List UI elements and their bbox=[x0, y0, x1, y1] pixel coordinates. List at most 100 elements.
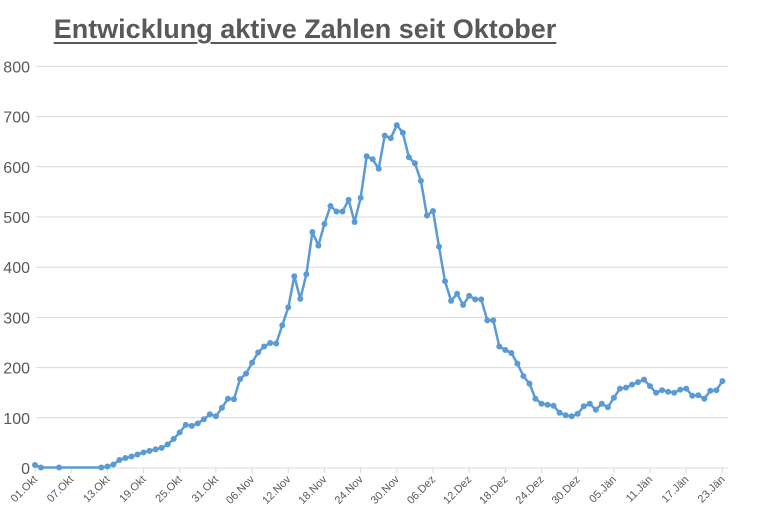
gridlines bbox=[36, 65, 728, 469]
data-point bbox=[291, 273, 298, 280]
data-point bbox=[635, 379, 641, 386]
data-point bbox=[170, 435, 177, 442]
data-point bbox=[327, 202, 334, 209]
data-point bbox=[586, 400, 593, 407]
data-point bbox=[249, 359, 256, 366]
data-series bbox=[32, 122, 726, 471]
data-point bbox=[707, 387, 714, 394]
data-point bbox=[622, 384, 629, 391]
data-point bbox=[369, 156, 376, 163]
data-point bbox=[357, 194, 364, 201]
data-point bbox=[701, 395, 708, 402]
data-point bbox=[532, 395, 539, 402]
data-point bbox=[423, 212, 430, 219]
data-point bbox=[375, 165, 382, 172]
data-point bbox=[490, 317, 497, 324]
data-point bbox=[345, 196, 352, 203]
data-point bbox=[671, 389, 678, 396]
data-point bbox=[520, 373, 527, 380]
data-point bbox=[110, 461, 117, 468]
data-point bbox=[32, 461, 38, 468]
data-point bbox=[405, 154, 412, 161]
x-tick-label: 01.Okt bbox=[9, 474, 40, 505]
x-tick-label: 06.Nov bbox=[224, 473, 257, 506]
data-point bbox=[713, 387, 720, 394]
data-point bbox=[647, 383, 654, 390]
x-tick-label: 17.Jän bbox=[660, 474, 692, 506]
data-point bbox=[448, 297, 455, 304]
x-tick-label: 06.Dez bbox=[405, 474, 438, 507]
y-tick-label: 200 bbox=[3, 361, 30, 378]
y-tick-label: 600 bbox=[3, 160, 30, 177]
data-point bbox=[598, 400, 605, 407]
x-tick-label: 24.Dez bbox=[514, 474, 547, 507]
data-point bbox=[683, 385, 690, 392]
data-point bbox=[351, 219, 358, 226]
data-point bbox=[218, 404, 225, 411]
data-point bbox=[628, 381, 635, 388]
data-point bbox=[98, 464, 105, 471]
x-tick-label: 24.Nov bbox=[333, 473, 366, 506]
data-point bbox=[243, 370, 250, 377]
x-tick-label: 12.Nov bbox=[260, 473, 293, 506]
x-tick-label: 13.Okt bbox=[81, 474, 112, 505]
x-tick-label: 19.Okt bbox=[117, 474, 148, 505]
data-point bbox=[206, 411, 213, 418]
x-tick-label: 07.Okt bbox=[45, 474, 76, 505]
data-point bbox=[261, 343, 268, 350]
data-point bbox=[303, 271, 310, 278]
data-point bbox=[574, 410, 581, 417]
data-point bbox=[212, 413, 219, 420]
data-point bbox=[104, 463, 111, 470]
x-tick-label: 30.Nov bbox=[369, 473, 402, 506]
data-point bbox=[333, 208, 340, 215]
data-point bbox=[309, 229, 316, 236]
y-axis-labels: 0 100 200 300 400 500 600 700 800 bbox=[3, 59, 30, 478]
data-point bbox=[610, 394, 617, 401]
data-point bbox=[550, 402, 557, 409]
data-point bbox=[514, 360, 521, 367]
data-point bbox=[230, 396, 237, 403]
x-axis-labels: 01.Okt 07.Okt 13.Okt 19.Okt 25.Okt 31.Okt 06.N… bbox=[9, 468, 728, 507]
data-point bbox=[719, 378, 726, 385]
data-point bbox=[641, 376, 648, 383]
data-point bbox=[466, 292, 473, 299]
data-point bbox=[194, 420, 201, 427]
data-point bbox=[411, 160, 418, 167]
x-tick-label: 18.Nov bbox=[296, 473, 329, 506]
data-point bbox=[460, 301, 467, 308]
data-point bbox=[134, 451, 141, 458]
data-point bbox=[508, 350, 515, 357]
data-point bbox=[146, 447, 153, 454]
data-point bbox=[182, 421, 189, 428]
data-point bbox=[454, 290, 461, 297]
data-point bbox=[659, 387, 666, 394]
series-line bbox=[34, 123, 724, 469]
data-point bbox=[128, 453, 135, 460]
data-point bbox=[484, 317, 491, 324]
x-tick-label: 12.Dez bbox=[441, 474, 474, 507]
data-point bbox=[562, 412, 569, 419]
data-point bbox=[665, 388, 672, 395]
x-tick-label: 31.Okt bbox=[190, 474, 221, 505]
x-tick-label: 11.Jän bbox=[624, 474, 655, 505]
data-point bbox=[689, 392, 696, 399]
data-point bbox=[116, 456, 123, 463]
data-point bbox=[188, 422, 195, 429]
data-point bbox=[279, 322, 286, 329]
data-point bbox=[592, 406, 599, 413]
data-point bbox=[580, 403, 587, 410]
data-point bbox=[363, 153, 370, 160]
x-tick-label: 23.Jän bbox=[696, 474, 728, 506]
data-point bbox=[677, 386, 684, 393]
data-point bbox=[393, 122, 400, 129]
data-point bbox=[478, 296, 485, 303]
data-point bbox=[267, 340, 274, 347]
data-point bbox=[339, 208, 346, 215]
data-point bbox=[568, 413, 575, 420]
data-point bbox=[695, 392, 702, 399]
data-point bbox=[237, 376, 244, 383]
data-point bbox=[556, 409, 563, 416]
x-tick-label: 18.Dez bbox=[477, 474, 510, 507]
